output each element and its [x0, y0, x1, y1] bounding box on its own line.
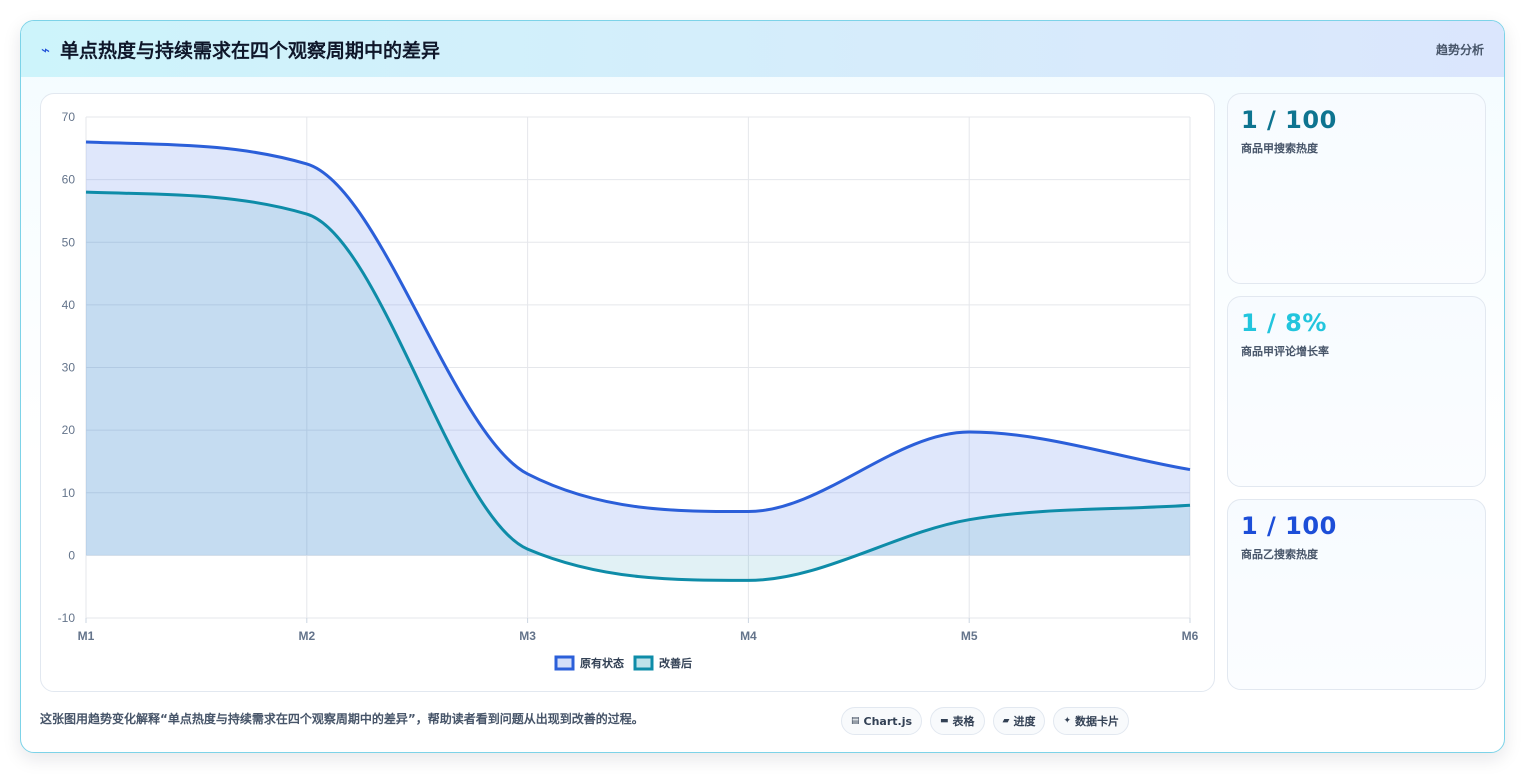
- kpi-card-2: 1 / 8% 商品甲评论增长率: [1227, 296, 1486, 487]
- chart-panel: -10 0 10 20 30 40 50 60 70 M1 M2 M3 M4 M5 M6 原有状态 改善后: [40, 93, 1215, 692]
- kpi-card-1: 1 / 100 商品甲搜索热度: [1227, 93, 1486, 284]
- y-tick-label: 30: [62, 361, 76, 375]
- x-tick-label: M3: [519, 629, 536, 643]
- sparkle-icon: ✦: [1063, 716, 1072, 726]
- kpi-value-2: 1 / 8%: [1241, 309, 1327, 337]
- chip-label: Chart.js: [863, 714, 913, 728]
- legend-label: 改善后: [659, 656, 692, 670]
- legend-label: 原有状态: [580, 656, 624, 670]
- chip-label: 进度: [1013, 715, 1036, 728]
- chip-progress[interactable]: ▰ 进度: [992, 707, 1046, 735]
- x-tick-label: M5: [961, 629, 978, 643]
- x-tick-label: M4: [740, 629, 757, 643]
- y-tick-label: -10: [58, 611, 76, 625]
- area-chart: -10 0 10 20 30 40 50 60 70 M1 M2 M3 M4 M5 M6 原有状态 改善后: [58, 110, 1199, 671]
- card-title: 单点热度与持续需求在四个观察周期中的差异: [60, 40, 441, 62]
- chart-caption: 这张图用趋势变化解释“单点热度与持续需求在四个观察周期中的差异”，帮助读者看到问…: [40, 712, 644, 726]
- kpi-label-3: 商品乙搜索热度: [1241, 548, 1318, 561]
- y-tick-label: 20: [62, 423, 76, 437]
- chip-chartjs[interactable]: ▤ Chart.js: [841, 707, 923, 735]
- kpi-label-1: 商品甲搜索热度: [1241, 142, 1318, 155]
- trend-analysis-tag: 趋势分析: [1435, 43, 1484, 57]
- chip-label: 表格: [952, 715, 975, 728]
- series-line-1: [85, 140, 1191, 514]
- x-tick-label: M6: [1182, 629, 1199, 643]
- y-tick-label: 10: [62, 486, 76, 500]
- chart-icon: ▤: [851, 716, 860, 726]
- chip-table[interactable]: ▬ 表格: [930, 707, 985, 735]
- kpi-label-2: 商品甲评论增长率: [1241, 345, 1329, 358]
- y-tick-label: 60: [62, 173, 76, 187]
- series-area-1: [86, 142, 1190, 556]
- x-tick-label: M1: [78, 629, 95, 643]
- legend-swatch: [554, 655, 575, 671]
- progress-icon: ▰: [1002, 716, 1010, 726]
- y-tick-label: 50: [62, 235, 76, 249]
- y-tick-label: 0: [68, 548, 75, 562]
- y-tick-label: 40: [62, 298, 76, 312]
- chip-group: ▤ Chart.js ▬ 表格 ▰ 进度 ✦ 数据卡片: [841, 707, 1130, 735]
- series-line-2: [85, 190, 1191, 582]
- chip-data-card[interactable]: ✦ 数据卡片: [1053, 707, 1130, 735]
- kpi-value-1: 1 / 100: [1241, 106, 1337, 134]
- series-area-2: [86, 192, 1190, 581]
- y-tick-label: 70: [62, 110, 76, 124]
- card-header: ⌁ 单点热度与持续需求在四个观察周期中的差异 趋势分析: [21, 21, 1504, 77]
- kpi-value-3: 1 / 100: [1241, 512, 1337, 540]
- kpi-card-3: 1 / 100 商品乙搜索热度: [1227, 499, 1486, 690]
- dashboard-card: ⌁ 单点热度与持续需求在四个观察周期中的差异 趋势分析 -10 0 10 20 30 40…: [20, 20, 1505, 753]
- legend-swatch: [633, 655, 654, 671]
- x-tick-label: M2: [298, 629, 315, 643]
- trend-icon: ⌁: [41, 41, 51, 59]
- chip-label: 数据卡片: [1075, 715, 1120, 728]
- table-icon: ▬: [940, 716, 949, 726]
